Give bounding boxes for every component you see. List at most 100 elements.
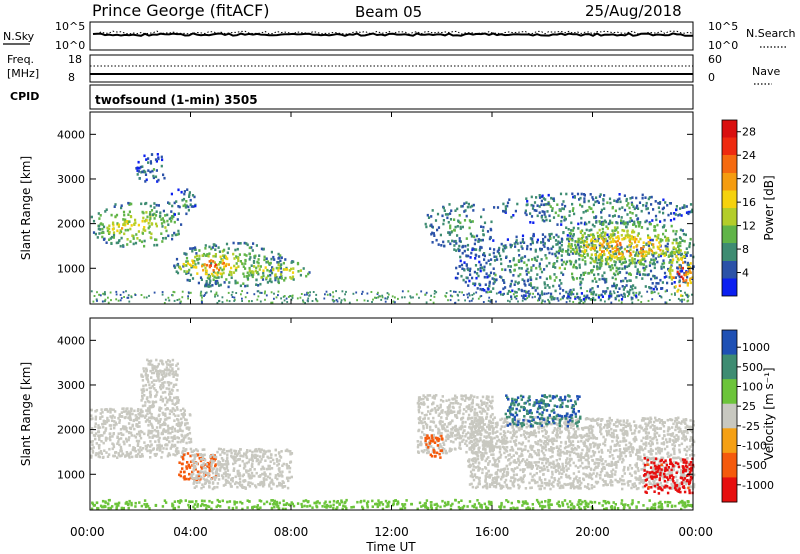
power-cell [512,274,515,277]
ground-scatter-cell [174,414,177,418]
power-cell [211,284,214,287]
ground-scatter-cell [469,435,472,439]
ground-scatter-cell [177,451,180,454]
power-cell [492,282,495,285]
power-cell [248,300,250,303]
ground-scatter-cell [140,448,143,452]
power-cell [264,298,266,301]
power-cell [645,243,648,246]
ground-scatter-cell [157,440,161,443]
power-cell [191,247,194,250]
power-cell [628,259,631,262]
power-cell [198,257,201,261]
power-cell [200,278,203,281]
ground-scatter-cell [157,414,160,418]
power-cell [277,252,280,256]
power-cell [170,210,173,213]
power-cell [544,286,547,289]
power-cell [154,214,158,217]
ground-scatter-cell [138,450,141,454]
power-cell [131,234,134,237]
power-cell [660,287,663,290]
power-cell [257,261,260,265]
ground-scatter-cell [137,439,141,443]
power-cell [127,213,130,216]
power-cell [477,274,480,278]
ground-scatter-cell [106,410,110,413]
ground-scatter-cell [141,404,145,408]
power-cell [551,245,555,249]
ground-scatter-cell [448,447,452,451]
power-cell [162,209,165,213]
power-cell [561,250,564,253]
ground-scatter-cell [94,410,97,413]
power-cell [611,247,614,250]
ground-scatter-cell [458,427,462,430]
power-cell [579,230,582,233]
ground-scatter-cell [655,473,659,477]
ground-scatter-cell [688,448,691,451]
ground-scatter-cell [167,381,171,384]
power-cell [566,250,569,253]
ground-scatter-cell [485,404,488,408]
power-cell [442,219,445,222]
power-cell [144,229,147,232]
power-cell [458,244,461,248]
power-cell [634,286,637,290]
power-cell [583,222,586,226]
ground-scatter-cell [125,440,128,443]
power-cell [296,297,299,300]
power-cell [654,234,657,238]
power-cell [257,272,260,276]
power-cell [130,224,133,227]
nave-tick-bottom: 0 [708,71,715,84]
power-cell [680,252,684,256]
ground-scatter-cell [158,419,161,423]
ground-scatter-cell [420,449,424,453]
ground-scatter-cell [276,460,279,463]
power-cell [518,254,521,257]
ground-scatter-cell [425,413,428,417]
ground-scatter-cell [168,371,171,374]
power-cell [501,293,505,296]
ground-scatter-cell [139,409,143,412]
power-cell [637,222,640,225]
power-cell [568,210,571,213]
power-cell [195,252,198,255]
power-cell [612,272,616,276]
power-cell [674,293,676,296]
power-cell [609,258,612,262]
ground-scatter-cell [151,400,154,404]
ground-scatter-cell [105,437,108,440]
ground-scatter-cell [106,419,109,422]
power-cell [531,286,534,290]
power-cell [153,217,156,220]
power-cell [266,281,269,284]
power-cell [270,257,273,261]
power-cell [97,212,100,215]
ground-scatter-cell [150,405,153,409]
ground-scatter-cell [250,457,253,460]
power-cell [589,247,592,250]
power-cell [627,295,629,298]
power-cell [489,247,492,250]
power-cell [516,291,518,294]
ground-scatter-cell [416,445,420,449]
ground-scatter-cell [166,424,170,428]
power-cell [104,298,107,301]
ground-scatter-cell [461,440,464,443]
power-cell [475,234,479,238]
ground-scatter-cell [91,451,95,454]
ground-scatter-cell [165,438,169,441]
power-cell [509,282,512,286]
power-cell [554,239,558,242]
ground-scatter-cell [461,431,465,435]
power-cell [580,221,583,225]
power-cell [246,243,249,247]
ground-scatter-cell [611,480,614,484]
power-cell [533,256,536,260]
ground-scatter-cell [262,449,266,453]
ground-scatter-cell [461,434,464,438]
power-cell [574,260,577,264]
ground-scatter-cell [146,396,149,399]
